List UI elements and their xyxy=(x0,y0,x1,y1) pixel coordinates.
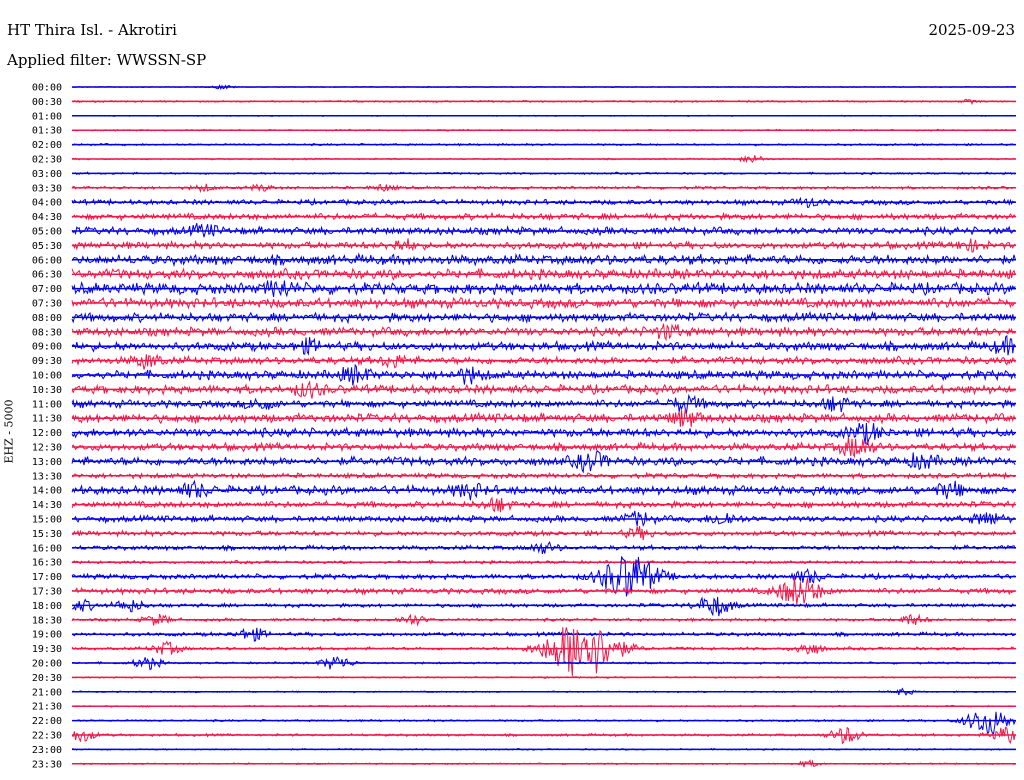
time-tick-label: 16:30 xyxy=(32,558,62,569)
time-tick-label: 07:30 xyxy=(32,299,62,310)
trace-row-0600 xyxy=(71,252,1016,268)
time-tick-label: 04:00 xyxy=(32,198,62,209)
time-tick-label: 00:30 xyxy=(32,97,62,108)
time-tick-label: 06:00 xyxy=(32,255,62,266)
time-tick-label: 01:00 xyxy=(32,111,62,122)
trace-row-0500 xyxy=(71,223,1016,238)
time-tick-label: 17:30 xyxy=(32,587,62,598)
time-tick-label: 20:00 xyxy=(32,659,62,670)
time-tick-label: 04:30 xyxy=(32,212,62,223)
trace-row-1130 xyxy=(71,409,1016,428)
time-tick-label: 02:00 xyxy=(32,140,62,151)
time-tick-label: 12:30 xyxy=(32,443,62,454)
time-tick-label: 22:30 xyxy=(32,731,62,742)
time-tick-label: 09:30 xyxy=(32,356,62,367)
trace-row-0900 xyxy=(71,334,1016,356)
time-tick-label: 18:30 xyxy=(32,615,62,626)
time-tick-label: 06:30 xyxy=(32,270,62,281)
trace-row-1430 xyxy=(71,496,1016,513)
time-tick-label: 09:00 xyxy=(32,342,62,353)
trace-row-1930 xyxy=(71,627,1016,676)
time-tick-label: 15:30 xyxy=(32,529,62,540)
time-tick-label: 07:00 xyxy=(32,284,62,295)
time-tick-label: 03:30 xyxy=(32,183,62,194)
time-tick-label: 05:00 xyxy=(32,227,62,238)
time-tick-label: 10:30 xyxy=(32,385,62,396)
time-tick-label: 19:30 xyxy=(32,644,62,655)
time-tick-label: 23:00 xyxy=(32,745,62,756)
time-tick-label: 02:30 xyxy=(32,155,62,166)
trace-row-1230 xyxy=(71,436,1016,459)
time-tick-label: 14:00 xyxy=(32,486,62,497)
time-tick-label: 18:00 xyxy=(32,601,62,612)
time-tick-label: 01:30 xyxy=(32,126,62,137)
time-tick-label: 12:00 xyxy=(32,428,62,439)
trace-row-0830 xyxy=(71,323,1016,342)
time-tick-label: 17:00 xyxy=(32,572,62,583)
station-title: HT Thira Isl. - Akrotiri xyxy=(7,21,177,39)
time-tick-label: 03:00 xyxy=(32,169,62,180)
trace-row-1100 xyxy=(71,393,1016,414)
time-tick-label: 15:00 xyxy=(32,515,62,526)
time-tick-label: 13:30 xyxy=(32,471,62,482)
time-tick-label: 08:30 xyxy=(32,327,62,338)
time-tick-label: 11:30 xyxy=(32,414,62,425)
time-tick-label: 19:00 xyxy=(32,630,62,641)
trace-row-0930 xyxy=(71,353,1016,370)
time-tick-label: 20:30 xyxy=(32,673,62,684)
time-tick-label: 21:00 xyxy=(32,687,62,698)
filter-label: Applied filter: WWSSN-SP xyxy=(7,51,207,69)
time-tick-label: 23:30 xyxy=(32,759,62,770)
time-tick-label: 11:00 xyxy=(32,399,62,410)
time-tick-label: 14:30 xyxy=(32,500,62,511)
time-tick-label: 22:00 xyxy=(32,716,62,727)
time-tick-label: 16:00 xyxy=(32,543,62,554)
time-tick-label: 05:30 xyxy=(32,241,62,252)
trace-row-1600 xyxy=(71,541,1016,555)
time-tick-label: 10:00 xyxy=(32,371,62,382)
trace-row-1500 xyxy=(71,510,1016,527)
time-tick-label: 08:00 xyxy=(32,313,62,324)
trace-row-1030 xyxy=(71,380,1016,399)
date-label: 2025-09-23 xyxy=(928,21,1015,39)
trace-row-1800 xyxy=(72,596,1016,617)
time-tick-label: 21:30 xyxy=(32,702,62,713)
time-tick-label: 00:00 xyxy=(32,83,62,94)
trace-row-2200 xyxy=(71,711,1016,736)
trace-row-0430 xyxy=(71,211,1016,222)
trace-row-1530 xyxy=(71,526,1016,541)
time-tick-label: 13:00 xyxy=(32,457,62,468)
trace-row-0800 xyxy=(71,310,1016,325)
trace-row-1200 xyxy=(71,422,1016,446)
